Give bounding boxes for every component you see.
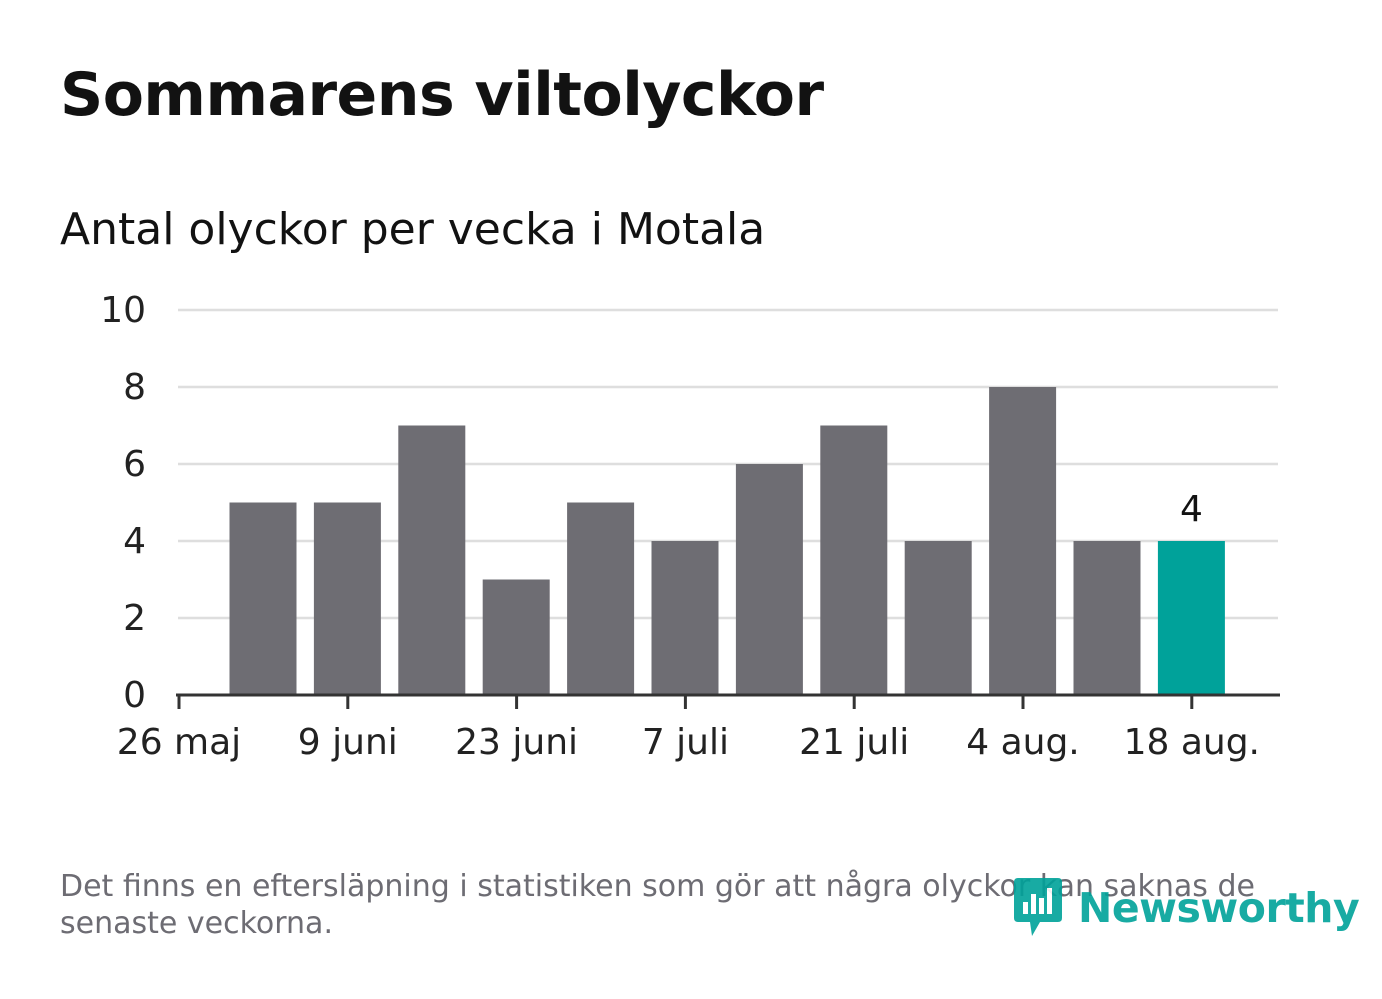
chart-subtitle: Antal olyckor per vecka i Motala (60, 204, 766, 255)
bar (229, 502, 297, 695)
data-labels: 4 (1180, 489, 1203, 530)
chart-title: Sommarens viltolyckor (60, 60, 824, 130)
bar (567, 502, 635, 695)
bar (651, 541, 719, 695)
y-tick-label: 8 (123, 367, 146, 408)
x-tick-label: 18 aug. (1124, 722, 1260, 763)
x-tick-label: 21 juli (799, 722, 909, 763)
y-tick-label: 4 (123, 521, 146, 562)
x-tick-label: 9 juni (298, 722, 398, 763)
bar-chart: 0 2 4 6 8 10 26 maj 9 juni 23 juni 7 juli 21 juli… (100, 290, 1280, 763)
bar (398, 425, 466, 695)
x-tick-label: 7 juli (642, 722, 729, 763)
bar (482, 579, 550, 695)
x-axis-ticks: 26 maj 9 juni 23 juni 7 juli 21 juli 4 aug. 18… (117, 695, 1260, 763)
bar (820, 425, 888, 695)
y-tick-label: 0 (123, 675, 146, 716)
bar (1157, 541, 1225, 695)
y-tick-label: 6 (123, 444, 146, 485)
x-tick-label: 4 aug. (966, 722, 1080, 763)
data-label: 4 (1180, 489, 1203, 530)
y-tick-label: 2 (123, 598, 146, 639)
x-tick-label: 23 juni (455, 722, 578, 763)
brand-name: Newsworthy (1078, 884, 1360, 932)
bar (313, 502, 381, 695)
bar (735, 464, 803, 695)
x-tick-label: 26 maj (117, 722, 241, 763)
newsworthy-logo-icon (1014, 878, 1062, 936)
bar (989, 387, 1057, 695)
y-tick-label: 10 (100, 290, 146, 331)
bar (1073, 541, 1141, 695)
newsworthy-logo: Newsworthy (1010, 876, 1360, 940)
bars (229, 387, 1225, 695)
bar (904, 541, 972, 695)
y-axis-ticks: 0 2 4 6 8 10 (100, 290, 146, 716)
